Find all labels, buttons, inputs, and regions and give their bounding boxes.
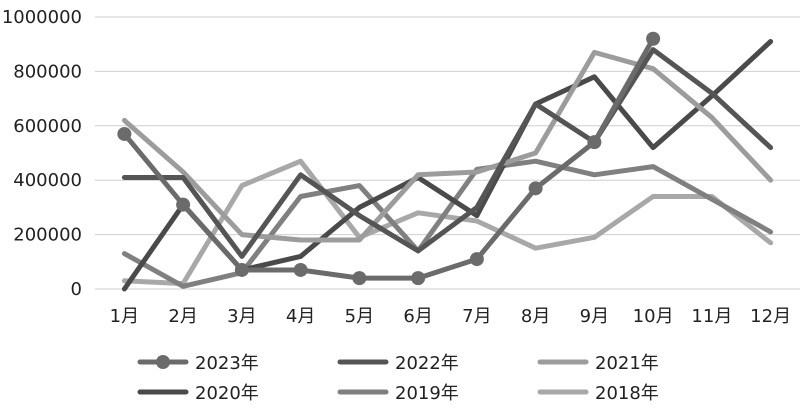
data-point [234,262,249,277]
series-line [121,39,774,292]
series-line [121,158,774,289]
series-line [121,49,774,243]
legend-label: 2018年 [595,383,659,404]
data-point [646,31,661,46]
x-tick-label: 10月 [633,306,674,327]
data-point [587,135,602,150]
legend: 2023年 2022年 2021年 2020年 2019年 2018年 [137,353,659,404]
series-line [121,158,774,287]
data-point [352,271,367,286]
data-point [411,271,426,286]
x-tick-label: 6月 [403,306,432,327]
data-point [293,262,308,277]
x-tick-label: 11月 [691,306,732,327]
data-point [117,126,132,141]
legend-label: 2020年 [195,383,259,404]
legend-label: 2022年 [395,353,459,374]
y-tick-label: 200000 [13,225,82,246]
data-point [176,197,191,212]
data-point [528,181,543,196]
y-tick-label: 800000 [13,61,82,82]
x-tick-label: 12月 [750,306,791,327]
x-tick-label: 9月 [580,306,609,327]
series-lines [117,31,774,292]
x-tick-label: 7月 [462,306,491,327]
legend-marker [156,355,170,369]
y-tick-label: 600000 [13,116,82,137]
x-tick-label: 5月 [345,306,374,327]
y-tick-label: 400000 [13,170,82,191]
y-axis-tick-labels: 0 200000 400000 600000 800000 1000000 [2,7,82,300]
x-tick-label: 3月 [227,306,256,327]
y-tick-label: 1000000 [2,7,82,28]
x-tick-label: 8月 [521,306,550,327]
x-tick-label: 4月 [286,306,315,327]
x-axis-tick-labels: 1月 2月 3月 4月 5月 6月 7月 8月 9月 10月 11月 12月 [110,306,791,327]
data-point [469,252,484,267]
legend-label: 2021年 [595,353,659,374]
series-line [121,47,774,259]
x-tick-label: 1月 [110,306,139,327]
legend-label: 2023年 [195,353,259,374]
series-line [121,36,656,281]
x-tick-label: 2月 [168,306,197,327]
y-tick-label: 0 [71,279,82,300]
legend-label: 2019年 [395,383,459,404]
gridlines [95,16,800,290]
